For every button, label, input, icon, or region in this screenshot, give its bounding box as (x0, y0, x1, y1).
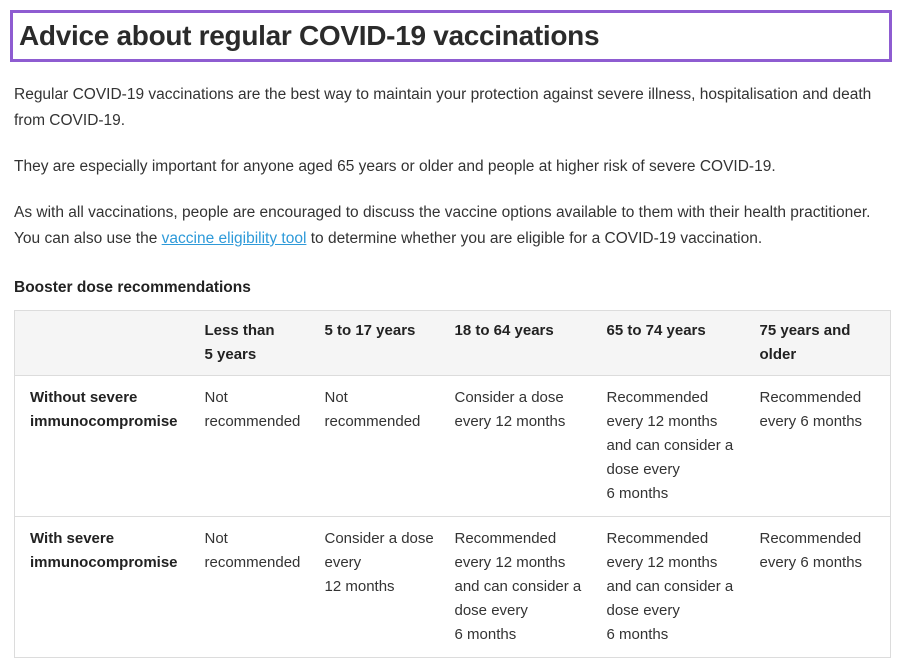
header-cell-empty (14, 310, 190, 376)
practitioner-paragraph-text-after: to determine whether you are eligible fo… (306, 230, 763, 247)
table-header-row: Less than 5 years 5 to 17 years 18 to 64… (14, 310, 891, 376)
importance-paragraph: They are especially important for anyone… (14, 158, 776, 175)
table-row-with-severe-immunocompromise: With severe immunocompromise Not recomme… (14, 516, 891, 658)
table-cell: Recommended every 6 months (744, 375, 891, 517)
booster-dose-table: Less than 5 years 5 to 17 years 18 to 64… (14, 310, 891, 658)
header-cell-5-to-17: 5 to 17 years (309, 310, 440, 376)
table-cell: Recommended every 12 months and can cons… (591, 516, 745, 658)
table-cell: Consider a dose every 12 months (309, 516, 440, 658)
table-cell: Recommended every 12 months and can cons… (591, 375, 745, 517)
header-cell-18-to-64: 18 to 64 years (439, 310, 592, 376)
practitioner-paragraph: As with all vaccinations, people are enc… (14, 200, 888, 252)
table-cell: Consider a dose every 12 months (439, 375, 592, 517)
vaccine-eligibility-tool-link[interactable]: vaccine eligibility tool (161, 230, 307, 247)
page-title: Advice about regular COVID-19 vaccinatio… (10, 10, 892, 62)
section-heading-booster-dose: Booster dose recommendations (14, 279, 251, 296)
table-cell: Not recommended (189, 516, 310, 658)
header-cell-less-than-5: Less than 5 years (189, 310, 310, 376)
table-row-without-severe-immunocompromise: Without severe immunocompromise Not reco… (14, 375, 891, 517)
row-label: Without severe immunocompromise (14, 375, 190, 517)
header-cell-65-to-74: 65 to 74 years (591, 310, 745, 376)
table-cell: Recommended every 12 months and can cons… (439, 516, 592, 658)
table-cell: Recommended every 6 months (744, 516, 891, 658)
table-cell: Not recommended (309, 375, 440, 517)
header-cell-75-and-older: 75 years and older (744, 310, 891, 376)
row-label: With severe immunocompromise (14, 516, 190, 658)
table-cell: Not recommended (189, 375, 310, 517)
page: Advice about regular COVID-19 vaccinatio… (0, 10, 902, 658)
intro-paragraph: Regular COVID-19 vaccinations are the be… (14, 86, 872, 129)
practitioner-paragraph-text-before: As with all vaccinations, people are enc… (14, 204, 871, 247)
